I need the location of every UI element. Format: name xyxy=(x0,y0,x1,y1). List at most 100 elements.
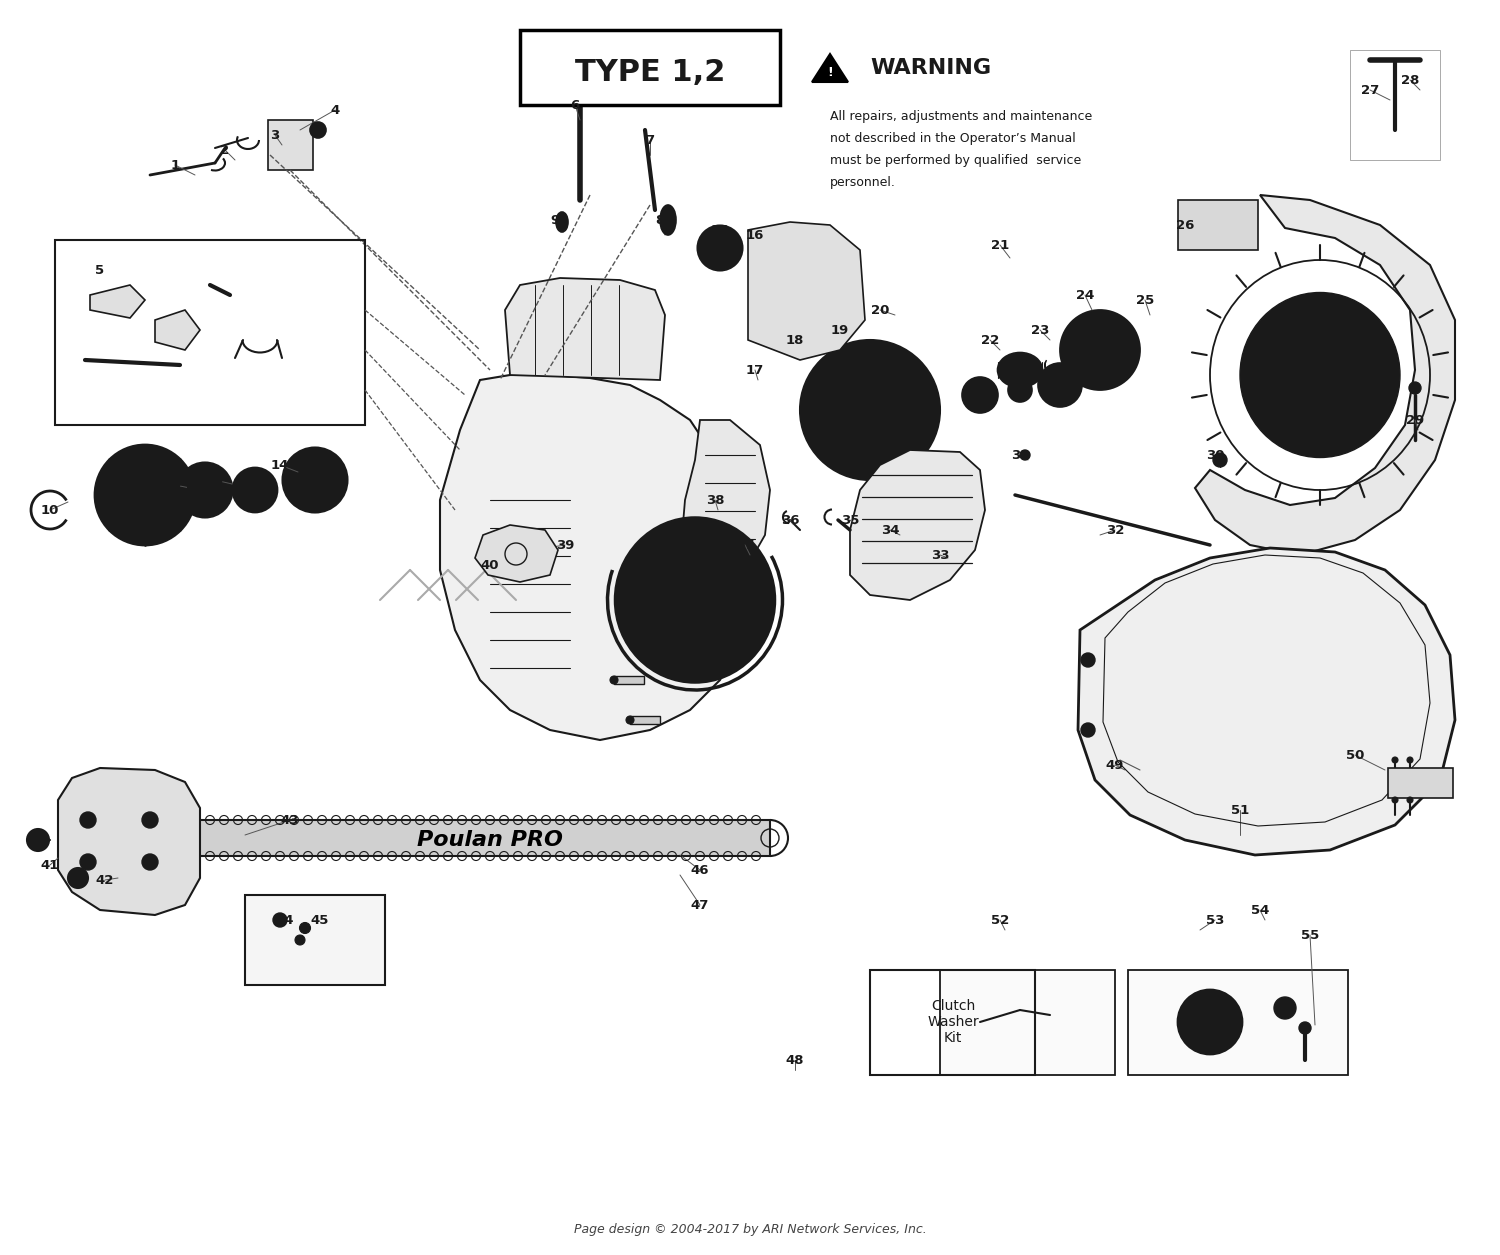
Ellipse shape xyxy=(80,853,96,870)
Text: 23: 23 xyxy=(1030,324,1048,336)
Polygon shape xyxy=(440,375,750,740)
Ellipse shape xyxy=(698,226,742,271)
Text: 38: 38 xyxy=(706,493,724,507)
Text: 17: 17 xyxy=(746,364,764,376)
Text: 35: 35 xyxy=(842,513,860,527)
Ellipse shape xyxy=(80,812,96,828)
Ellipse shape xyxy=(708,236,732,261)
Text: 36: 36 xyxy=(782,513,800,527)
Ellipse shape xyxy=(1407,757,1413,763)
Ellipse shape xyxy=(1089,339,1112,361)
Bar xyxy=(614,676,644,684)
Ellipse shape xyxy=(246,481,264,499)
Text: 27: 27 xyxy=(1360,84,1378,97)
Polygon shape xyxy=(506,279,664,380)
Ellipse shape xyxy=(1407,797,1413,803)
Ellipse shape xyxy=(852,393,888,428)
Ellipse shape xyxy=(998,353,1042,388)
Ellipse shape xyxy=(68,868,88,889)
Ellipse shape xyxy=(142,812,158,828)
Ellipse shape xyxy=(142,853,158,870)
Ellipse shape xyxy=(556,212,568,232)
Text: 11: 11 xyxy=(106,483,124,497)
Text: 7: 7 xyxy=(645,133,654,147)
Text: 30: 30 xyxy=(1206,448,1224,462)
Text: 43: 43 xyxy=(280,813,300,827)
Text: 50: 50 xyxy=(1346,748,1364,762)
Text: !: ! xyxy=(827,65,833,79)
Bar xyxy=(520,30,780,105)
Ellipse shape xyxy=(1274,996,1296,1019)
Bar xyxy=(760,285,840,305)
Text: Poulan PRO: Poulan PRO xyxy=(417,830,562,850)
Ellipse shape xyxy=(1082,653,1095,666)
Bar xyxy=(630,717,660,724)
Text: 28: 28 xyxy=(1401,74,1419,87)
Polygon shape xyxy=(154,310,200,350)
Bar xyxy=(760,315,840,335)
Ellipse shape xyxy=(686,590,705,610)
Text: 12: 12 xyxy=(166,478,184,492)
Ellipse shape xyxy=(660,205,676,235)
Polygon shape xyxy=(1078,548,1455,855)
Ellipse shape xyxy=(1082,723,1095,737)
Text: 53: 53 xyxy=(1206,914,1224,926)
Ellipse shape xyxy=(634,540,754,660)
Bar xyxy=(56,240,364,425)
Ellipse shape xyxy=(962,376,998,413)
Text: 55: 55 xyxy=(1300,929,1318,941)
Text: 24: 24 xyxy=(1076,289,1094,301)
Polygon shape xyxy=(90,285,146,318)
Ellipse shape xyxy=(626,717,634,724)
Polygon shape xyxy=(812,54,847,82)
Text: 41: 41 xyxy=(40,858,58,871)
Text: 48: 48 xyxy=(786,1053,804,1067)
Text: 6: 6 xyxy=(570,98,579,112)
Ellipse shape xyxy=(1178,989,1242,1054)
Text: personnel.: personnel. xyxy=(830,176,896,190)
Ellipse shape xyxy=(1305,360,1335,390)
Text: 54: 54 xyxy=(1251,904,1269,916)
Ellipse shape xyxy=(1280,335,1360,415)
Ellipse shape xyxy=(314,126,322,134)
Text: Clutch
Washer
Kit: Clutch Washer Kit xyxy=(927,999,980,1045)
Text: 31: 31 xyxy=(1011,448,1029,462)
Ellipse shape xyxy=(1214,453,1227,467)
Ellipse shape xyxy=(94,446,195,545)
Text: WARNING: WARNING xyxy=(870,58,992,78)
Text: 32: 32 xyxy=(1106,523,1124,536)
Ellipse shape xyxy=(822,363,918,458)
Bar xyxy=(1178,200,1258,250)
Ellipse shape xyxy=(308,472,322,487)
Ellipse shape xyxy=(610,676,618,684)
Text: 46: 46 xyxy=(692,863,709,876)
Ellipse shape xyxy=(1072,323,1128,378)
Ellipse shape xyxy=(1392,757,1398,763)
Text: 5: 5 xyxy=(96,264,105,276)
Ellipse shape xyxy=(310,122,326,138)
Text: 19: 19 xyxy=(831,324,849,336)
Text: 3: 3 xyxy=(270,128,279,142)
Text: Page design © 2004-2017 by ARI Network Services, Inc.: Page design © 2004-2017 by ARI Network S… xyxy=(573,1224,927,1236)
Polygon shape xyxy=(476,525,558,582)
Ellipse shape xyxy=(296,935,304,945)
Ellipse shape xyxy=(1008,378,1032,402)
Ellipse shape xyxy=(1202,1013,1219,1032)
Ellipse shape xyxy=(110,461,180,530)
Bar xyxy=(1388,768,1454,798)
Text: 15: 15 xyxy=(711,223,729,236)
Ellipse shape xyxy=(615,517,776,683)
Ellipse shape xyxy=(668,572,723,628)
Bar xyxy=(940,970,1114,1076)
Text: not described in the Operator’s Manual: not described in the Operator’s Manual xyxy=(830,132,1076,146)
Bar xyxy=(268,120,314,169)
Text: 45: 45 xyxy=(310,914,328,926)
Ellipse shape xyxy=(188,472,222,507)
Bar xyxy=(244,895,386,985)
Text: 33: 33 xyxy=(930,548,950,561)
Ellipse shape xyxy=(177,463,232,517)
Polygon shape xyxy=(748,222,866,360)
Text: 37: 37 xyxy=(736,538,754,551)
Text: 40: 40 xyxy=(480,558,500,571)
Text: 39: 39 xyxy=(556,538,574,551)
